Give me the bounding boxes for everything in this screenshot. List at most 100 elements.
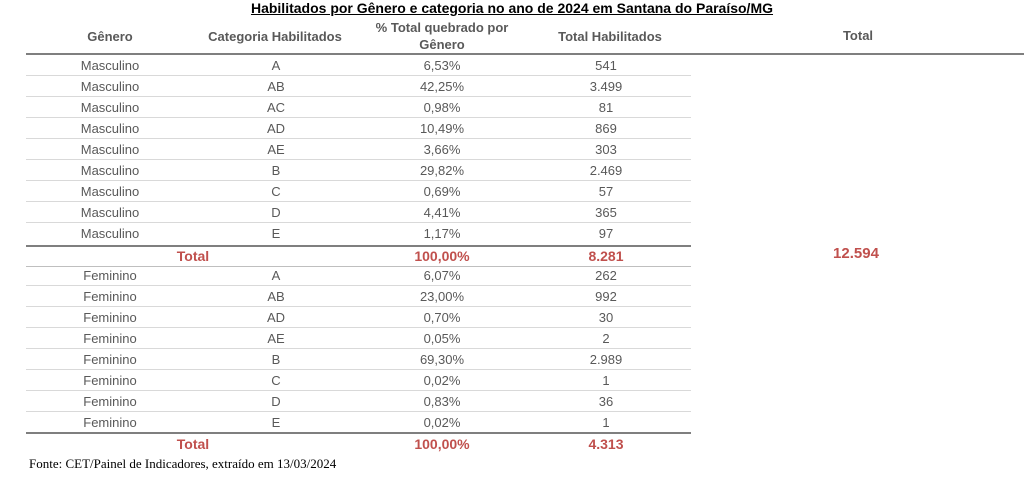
cell-total: 2.469 (589, 163, 623, 178)
cell-genero: Feminino (83, 268, 137, 283)
cell-percent: 0,83% (423, 394, 461, 409)
masculino-total-percent: 100,00% (414, 248, 470, 264)
cell-genero: Masculino (80, 121, 140, 136)
header-categoria: Categoria Habilitados (208, 29, 342, 44)
cell-percent: 1,17% (423, 226, 461, 241)
row-divider (26, 306, 691, 307)
cell-total: 262 (595, 268, 617, 283)
row-divider (26, 285, 691, 286)
feminino-total-label: Total (176, 436, 210, 452)
header-total-habilitados: Total Habilitados (558, 29, 662, 44)
cell-total: 992 (595, 289, 617, 304)
row-divider (26, 348, 691, 349)
cell-percent: 6,07% (423, 268, 461, 283)
cell-percent: 0,02% (423, 415, 461, 430)
cell-total: 1 (602, 373, 610, 388)
cell-categoria: E (271, 226, 281, 241)
cell-categoria: AC (266, 100, 286, 115)
row-divider (26, 96, 691, 97)
cell-categoria: D (271, 205, 281, 220)
cell-percent: 6,53% (423, 58, 461, 73)
grand-total: 12.594 (833, 245, 879, 262)
header-total: Total (842, 28, 874, 43)
cell-genero: Masculino (80, 163, 140, 178)
row-divider (26, 411, 691, 412)
cell-total: 81 (598, 100, 614, 115)
row-divider (26, 75, 691, 76)
cell-genero: Masculino (80, 79, 140, 94)
cell-categoria: AB (267, 289, 285, 304)
row-divider (26, 327, 691, 328)
cell-categoria: AB (267, 79, 285, 94)
cell-categoria: A (271, 268, 281, 283)
cell-genero: Feminino (83, 289, 137, 304)
cell-genero: Masculino (80, 100, 140, 115)
row-divider (26, 201, 691, 202)
cell-percent: 0,69% (423, 184, 461, 199)
cell-total: 869 (595, 121, 617, 136)
masculino-total-border (26, 245, 691, 247)
cell-total: 97 (598, 226, 614, 241)
cell-genero: Feminino (83, 373, 137, 388)
cell-genero: Masculino (80, 184, 140, 199)
cell-genero: Masculino (80, 58, 140, 73)
header-bottom-border (26, 53, 1024, 55)
cell-percent: 4,41% (423, 205, 461, 220)
cell-genero: Masculino (80, 142, 140, 157)
masculino-total-label: Total (176, 248, 210, 264)
cell-total: 2 (602, 331, 610, 346)
row-divider (26, 159, 691, 160)
row-divider (26, 222, 691, 223)
cell-categoria: A (271, 58, 281, 73)
cell-genero: Masculino (80, 205, 140, 220)
cell-genero: Feminino (83, 310, 137, 325)
header-percent-line1: % Total quebrado por (375, 20, 509, 35)
cell-categoria: AD (266, 310, 286, 325)
row-divider (26, 180, 691, 181)
cell-total: 365 (595, 205, 617, 220)
cell-percent: 10,49% (419, 121, 465, 136)
cell-categoria: C (271, 184, 281, 199)
cell-genero: Masculino (80, 226, 140, 241)
header-genero: Gênero (87, 29, 133, 44)
cell-percent: 69,30% (419, 352, 465, 367)
cell-total: 36 (598, 394, 614, 409)
cell-categoria: AE (267, 331, 285, 346)
cell-categoria: D (271, 394, 281, 409)
cell-categoria: C (271, 373, 281, 388)
cell-total: 3.499 (589, 79, 623, 94)
cell-total: 2.989 (589, 352, 623, 367)
cell-total: 30 (598, 310, 614, 325)
row-divider (26, 138, 691, 139)
header-percent-line2: Gênero (419, 37, 465, 52)
cell-genero: Feminino (83, 415, 137, 430)
masculino-total-bottom-border (26, 266, 691, 267)
cell-percent: 23,00% (419, 289, 465, 304)
row-divider (26, 369, 691, 370)
table-bottom-border (26, 432, 691, 434)
source-note: Fonte: CET/Painel de Indicadores, extraí… (29, 456, 337, 471)
feminino-total-total: 4.313 (588, 436, 624, 452)
cell-categoria: AD (266, 121, 286, 136)
feminino-total-percent: 100,00% (414, 436, 470, 452)
table-title: Habilitados por Gênero e categoria no an… (250, 0, 774, 16)
row-divider (26, 117, 691, 118)
cell-genero: Feminino (83, 331, 137, 346)
cell-percent: 0,98% (423, 100, 461, 115)
row-divider (26, 390, 691, 391)
cell-percent: 42,25% (419, 79, 465, 94)
cell-genero: Feminino (83, 394, 137, 409)
cell-total: 303 (595, 142, 617, 157)
cell-total: 1 (602, 415, 610, 430)
cell-categoria: B (271, 163, 281, 178)
cell-genero: Feminino (83, 352, 137, 367)
cell-total: 541 (595, 58, 617, 73)
cell-percent: 29,82% (419, 163, 465, 178)
cell-percent: 0,05% (423, 331, 461, 346)
cell-categoria: E (271, 415, 281, 430)
cell-categoria: B (271, 352, 281, 367)
cell-percent: 3,66% (423, 142, 461, 157)
cell-percent: 0,70% (423, 310, 461, 325)
cell-categoria: AE (267, 142, 285, 157)
header-percent: % Total quebrado por Gênero (362, 19, 522, 53)
